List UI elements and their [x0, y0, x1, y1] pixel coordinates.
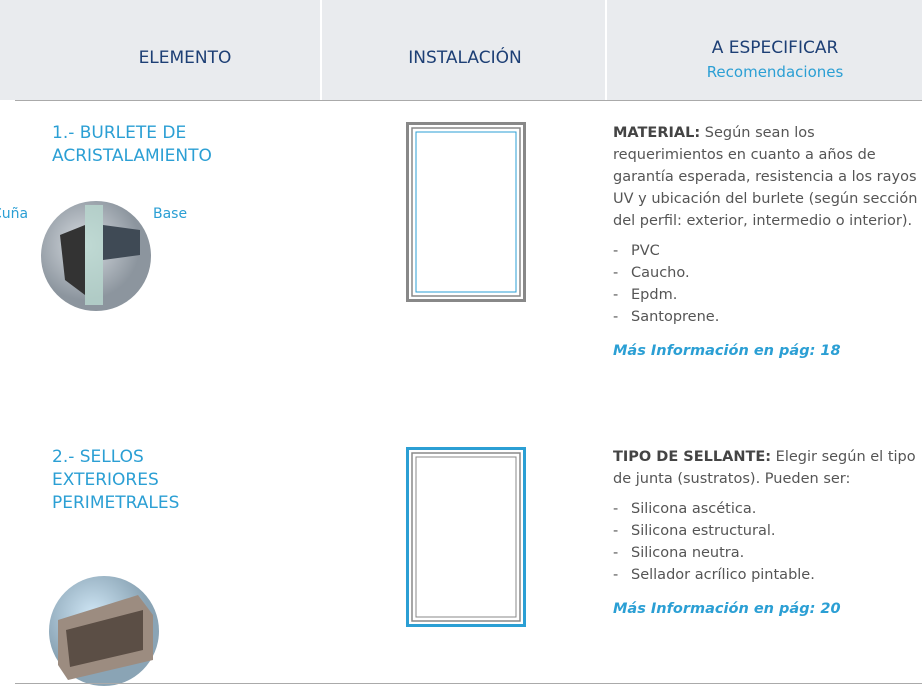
title-line: PERIMETRALES: [52, 493, 180, 513]
column-header: INSTALACIÓN: [408, 48, 522, 68]
photo: [41, 201, 151, 311]
list-item: Sellador acrílico pintable.: [613, 564, 918, 586]
header-band: [0, 0, 922, 100]
list-item: Silicona ascética.: [613, 498, 918, 520]
photo-label: Cuña: [0, 206, 29, 222]
column-header: ELEMENTO: [138, 48, 232, 68]
row-title: 1.- BURLETE DE ACRISTALAMIENTO: [52, 122, 212, 168]
window-diagram: [406, 122, 526, 302]
divider: [15, 683, 922, 684]
spec-text: Elegir según el tipo de junta (sustratos…: [613, 449, 916, 487]
list-item: Epdm.: [613, 284, 918, 306]
title-line: ACRISTALAMIENTO: [52, 146, 212, 166]
spec: MATERIAL: Según sean los requerimientos …: [613, 122, 918, 362]
column-header: A ESPECIFICAR: [711, 38, 839, 58]
more-info[interactable]: Más Información en pág: 18: [613, 343, 841, 359]
row-title: 2.- SELLOS EXTERIORES PERIMETRALES: [52, 446, 179, 515]
divider: [15, 100, 922, 101]
window-diagram: [406, 447, 526, 627]
separator: [605, 0, 607, 100]
spec-label: MATERIAL:: [613, 125, 701, 141]
photo: [49, 576, 159, 686]
separator: [320, 0, 322, 100]
list-item: Caucho.: [613, 262, 918, 284]
title-line: EXTERIORES: [52, 470, 159, 490]
title-line: 1.- BURLETE DE: [52, 123, 187, 143]
list-item: Santoprene.: [613, 306, 918, 328]
list-item: Silicona neutra.: [613, 542, 918, 564]
title-line: 2.- SELLOS: [52, 447, 144, 467]
spec: TIPO DE SELLANTE: Elegir según el tipo d…: [613, 446, 918, 620]
more-info[interactable]: Más Información en pág: 20: [613, 601, 841, 617]
list-item: Silicona estructural.: [613, 520, 918, 542]
list-item: PVC: [613, 240, 918, 262]
spec-label: TIPO DE SELLANTE:: [613, 449, 772, 465]
photo-label: Base: [153, 206, 188, 222]
spec-text: Según sean los requerimientos en cuanto …: [613, 125, 918, 229]
column-subheader: Recomendaciones: [706, 63, 844, 81]
